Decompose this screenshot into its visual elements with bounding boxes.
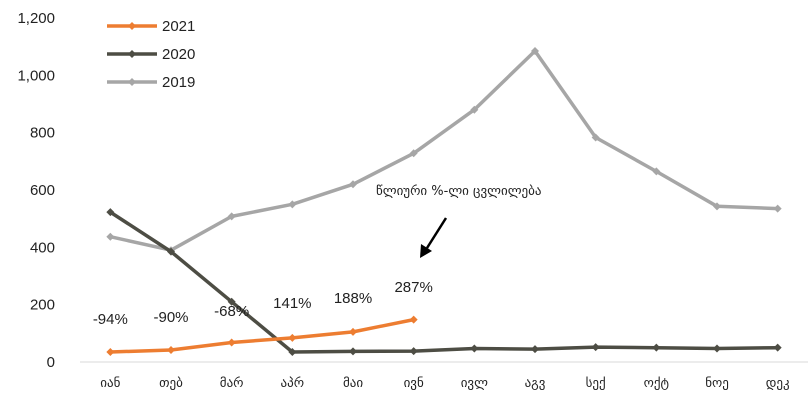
legend-label: 2019 [162, 74, 195, 91]
data-point-2020 [531, 345, 539, 354]
legend-item-2019: 2019 [107, 74, 195, 91]
data-point-2020 [591, 343, 600, 352]
y-tick-label: 800 [30, 125, 55, 142]
legend-label: 2021 [162, 18, 195, 35]
y-tick-label: 1,000 [17, 67, 55, 84]
data-point-2020 [773, 343, 782, 352]
x-tick-label: აპრ [281, 376, 305, 391]
annotation-arrow-head [420, 244, 432, 258]
data-label: 287% [394, 279, 432, 296]
data-point-2021 [349, 327, 357, 336]
data-label: -68% [214, 303, 249, 320]
x-tick-label: მარ [220, 376, 244, 391]
x-tick-label: იან [100, 376, 120, 391]
data-point-2019 [531, 46, 539, 55]
data-point-2020 [227, 297, 236, 306]
x-tick-label: ივნ [404, 376, 424, 391]
data-point-2019 [470, 105, 479, 114]
data-point-2020 [106, 208, 115, 217]
data-point-2020 [713, 344, 721, 353]
series-2021 [106, 315, 418, 356]
series-line-2019 [108, 49, 780, 252]
x-axis-tick-labels: იან თებ მარ აპრ მაი ივნ ივლ აგვ სექ ოქტ ნოე დეკ [100, 376, 789, 391]
data-labels-layer: -94% -90% -68% 141% 188% 287% [93, 279, 433, 328]
y-tick-label: 400 [30, 239, 55, 256]
series-line-2021 [108, 317, 416, 354]
data-point-2021 [288, 333, 297, 342]
y-tick-label: 600 [30, 182, 55, 199]
legend-item-2020: 2020 [107, 46, 195, 63]
x-tick-label: მაი [343, 376, 363, 391]
data-point-2019 [288, 200, 297, 209]
x-tick-label: თებ [159, 376, 183, 391]
legend-label: 2020 [162, 46, 195, 63]
data-point-2019 [713, 202, 721, 211]
data-point-2020 [470, 344, 479, 353]
data-label: 188% [334, 290, 372, 307]
data-point-2019 [227, 212, 236, 221]
data-point-2021 [167, 345, 175, 354]
series-2020 [106, 208, 782, 356]
y-tick-label: 1,200 [17, 10, 55, 27]
data-point-2019 [106, 232, 115, 241]
data-point-2021 [227, 338, 236, 347]
y-axis-tick-labels: 0 200 400 600 800 1,000 1,200 [17, 10, 55, 371]
legend-marker [128, 78, 136, 86]
x-tick-label: დეკ [766, 376, 790, 391]
data-label: -90% [153, 309, 188, 326]
data-point-2020 [409, 347, 418, 356]
annotation: წლიური %-ლი ცვლილება [376, 184, 541, 258]
data-label: -94% [93, 311, 128, 328]
data-point-2019 [349, 180, 357, 189]
data-point-2020 [349, 347, 357, 356]
series-line-2020 [108, 210, 780, 354]
y-tick-label: 200 [30, 297, 55, 314]
x-tick-label: სექ [586, 376, 606, 391]
data-point-2019 [591, 133, 600, 142]
legend-item-2021: 2021 [107, 18, 195, 35]
annotation-text: წლიური %-ლი ცვლილება [376, 184, 541, 199]
series-layer [106, 46, 782, 356]
data-point-2021 [409, 315, 418, 324]
data-point-2021 [106, 347, 115, 356]
data-point-2019 [773, 204, 782, 213]
data-label: 141% [273, 295, 311, 312]
legend-marker [128, 22, 136, 30]
x-tick-label: ივლ [461, 376, 488, 391]
data-point-2019 [652, 167, 661, 176]
legend-marker [128, 50, 136, 58]
data-point-2020 [167, 247, 175, 256]
data-point-2020 [288, 347, 297, 356]
y-tick-label: 0 [47, 354, 55, 371]
x-tick-label: აგვ [525, 376, 546, 391]
legend: 2021 2020 2019 [107, 18, 195, 91]
x-tick-label: ნოე [705, 376, 729, 391]
annotation-arrow [425, 217, 448, 249]
data-point-2019 [409, 149, 418, 158]
x-tick-label: ოქტ [644, 376, 669, 391]
data-point-2020 [652, 343, 661, 352]
